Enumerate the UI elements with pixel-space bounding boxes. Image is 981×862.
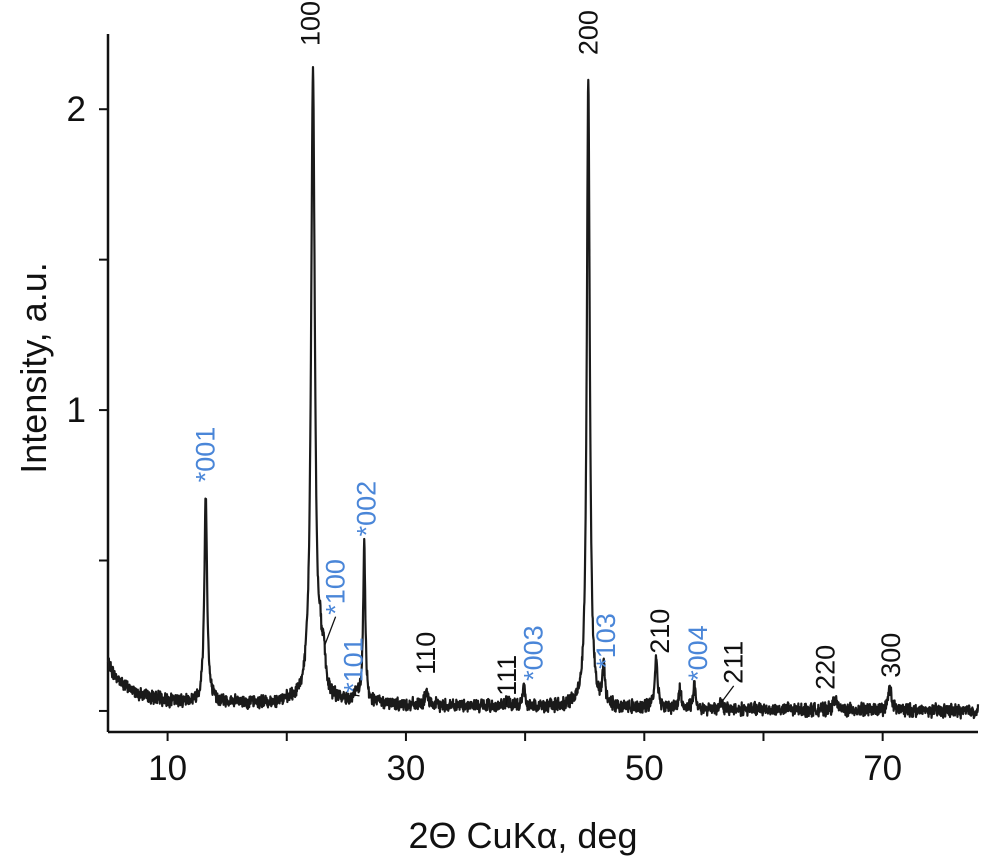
label-leader-line	[353, 694, 360, 697]
peak-label: *103	[591, 613, 621, 669]
data-layer	[106, 65, 980, 720]
label-leader-line	[324, 616, 337, 646]
x-tick-label: 10	[148, 749, 187, 788]
peak-label: *004	[683, 625, 713, 681]
x-tick-label: 30	[386, 749, 425, 788]
y-tick-label: 1	[67, 391, 86, 430]
axes: 10 30 50 70 1 2	[67, 34, 978, 788]
y-axis-title: Intensity, a.u.	[13, 262, 54, 473]
peak-label: 110	[411, 632, 441, 675]
label-leader-line	[721, 685, 735, 703]
peak-label: 210	[645, 609, 675, 654]
peak-annotations: 100 200 *001 *002*100 *101 110 111*003 *103 210 *…	[191, 1, 906, 706]
x-tick-label: 70	[863, 749, 902, 788]
peak-label: 300	[876, 633, 906, 678]
peak-label: *101	[339, 637, 369, 693]
peak-label: *100	[321, 559, 351, 615]
y-tick-label: 2	[67, 90, 86, 129]
peak-label: *001	[191, 427, 221, 483]
peak-label: *003	[519, 625, 549, 681]
x-axis-title: 2Θ CuKα, deg	[409, 815, 638, 856]
peak-label: 211	[719, 641, 749, 684]
label-leader-line	[505, 697, 508, 706]
peak-label: 100	[296, 1, 326, 46]
peak-label: 220	[811, 645, 841, 690]
peak-label: *002	[352, 481, 382, 537]
peak-label: 111	[492, 655, 522, 696]
peak-label: 200	[573, 10, 603, 55]
x-tick-label: 50	[625, 749, 664, 788]
xrd-pattern-line	[106, 65, 980, 720]
